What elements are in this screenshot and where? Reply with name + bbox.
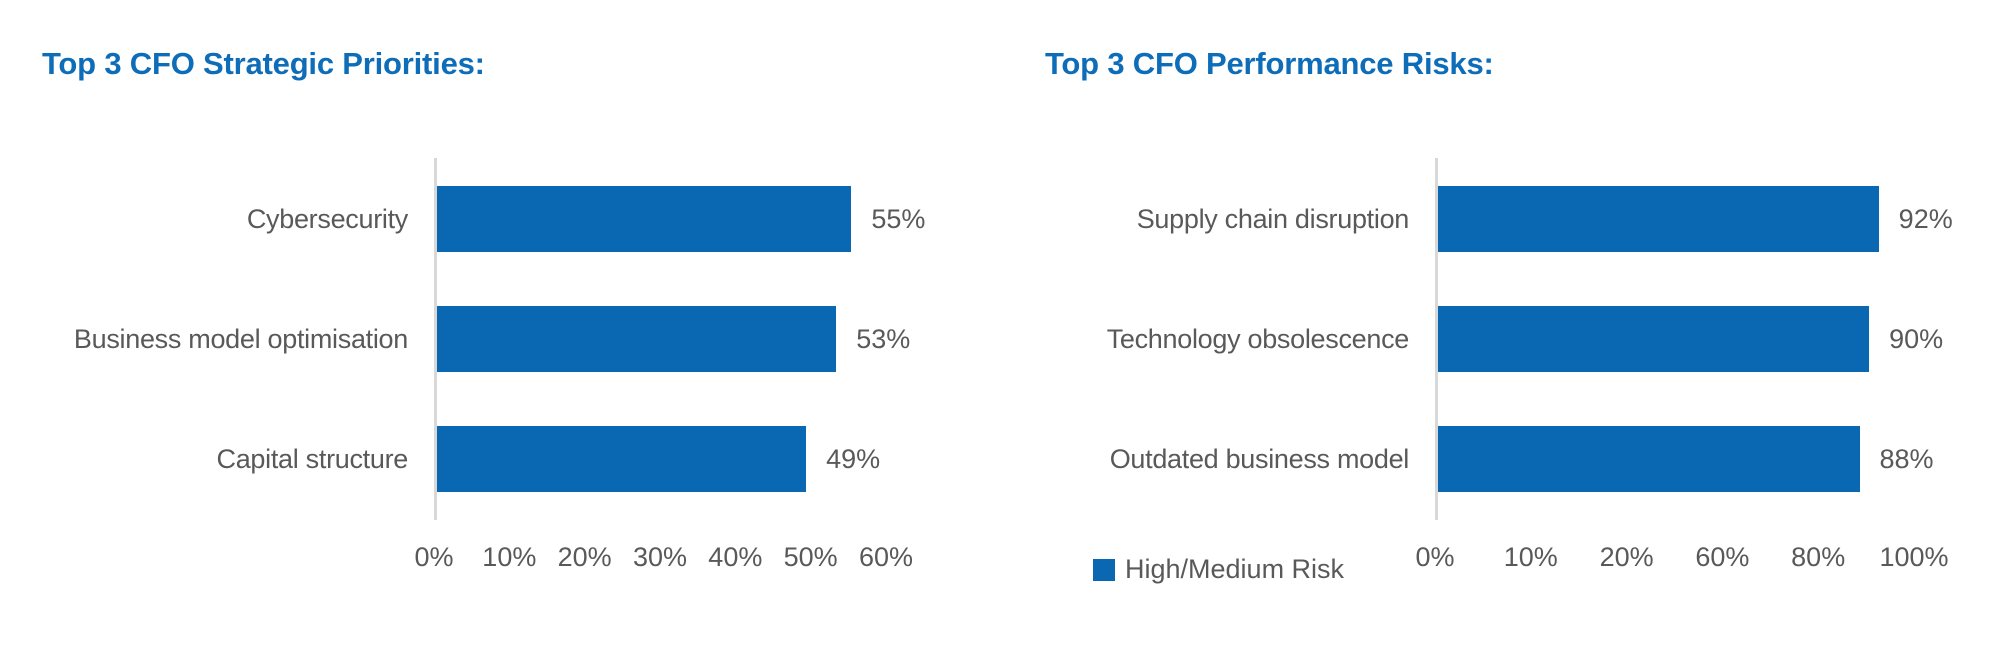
legend-label: High/Medium Risk bbox=[1125, 554, 1345, 584]
bar-track: 90% bbox=[1438, 306, 1943, 372]
bar bbox=[1438, 186, 1879, 252]
x-tick-label: 10% bbox=[482, 542, 537, 572]
value-label: 55% bbox=[871, 203, 926, 234]
x-axis-ticks: 0% 10% 20% 30% 40% 50% 60% bbox=[414, 542, 913, 576]
category-label: Outdated business model bbox=[1109, 443, 1410, 474]
x-tick-label: 0% bbox=[1415, 542, 1455, 572]
bar bbox=[1438, 306, 1870, 372]
category-label: Supply chain disruption bbox=[1136, 203, 1410, 234]
x-tick-label: 60% bbox=[1695, 542, 1750, 572]
bar-track: 55% bbox=[437, 186, 925, 252]
bar-row: Capital structure 49% bbox=[42, 426, 962, 492]
value-label: 49% bbox=[826, 443, 881, 474]
bar-track: 49% bbox=[437, 426, 889, 492]
x-tick-label: 60% bbox=[858, 542, 914, 572]
chart-title: Top 3 CFO Performance Risks: bbox=[1045, 46, 1494, 81]
x-tick-label: 10% bbox=[1503, 542, 1558, 572]
value-label: 53% bbox=[856, 323, 911, 354]
bar-row: Supply chain disruption 92% bbox=[1045, 186, 1975, 252]
x-tick-label: 20% bbox=[557, 542, 612, 572]
chart-strategic-priorities: Top 3 CFO Strategic Priorities: Cybersec… bbox=[42, 46, 962, 646]
chart-performance-risks: Top 3 CFO Performance Risks: Supply chai… bbox=[1045, 46, 1975, 646]
bar-plot: Cybersecurity 55% Business model optimisat… bbox=[42, 158, 962, 628]
bar bbox=[437, 306, 837, 372]
value-label: 88% bbox=[1879, 443, 1934, 474]
x-tick-label: 80% bbox=[1791, 542, 1846, 572]
bar-track: 53% bbox=[437, 306, 910, 372]
category-label: Capital structure bbox=[216, 443, 409, 474]
y-axis-line bbox=[434, 158, 437, 520]
bar-plot: Supply chain disruption 92% Technology obs… bbox=[1045, 158, 1975, 628]
x-tick-label: 0% bbox=[414, 542, 454, 572]
bar-row: Cybersecurity 55% bbox=[42, 186, 962, 252]
bar bbox=[437, 186, 852, 252]
bar-track: 92% bbox=[1438, 186, 1953, 252]
category-label: Business model optimisation bbox=[73, 323, 408, 354]
category-label: Cybersecurity bbox=[246, 203, 408, 234]
x-tick-label: 40% bbox=[708, 542, 763, 572]
bar bbox=[1438, 426, 1860, 492]
value-label: 92% bbox=[1898, 203, 1953, 234]
bar-row: Business model optimisation 53% bbox=[42, 306, 962, 372]
chart-title: Top 3 CFO Strategic Priorities: bbox=[42, 46, 485, 81]
x-tick-label: 20% bbox=[1599, 542, 1654, 572]
x-tick-label: 100% bbox=[1879, 542, 1949, 572]
x-axis-ticks: 0% 10% 20% 60% 80% 100% bbox=[1415, 542, 1948, 576]
value-label: 90% bbox=[1889, 323, 1944, 354]
x-tick-label: 30% bbox=[632, 542, 688, 572]
y-axis-line bbox=[1435, 158, 1438, 520]
legend-swatch-icon bbox=[1093, 558, 1115, 581]
bar-row: Outdated business model 88% bbox=[1045, 426, 1975, 492]
x-tick-label: 50% bbox=[783, 542, 838, 572]
category-label: Technology obsolescence bbox=[1106, 323, 1410, 354]
bar bbox=[437, 426, 807, 492]
bar-row: Technology obsolescence 90% bbox=[1045, 306, 1975, 372]
legend: High/Medium Risk bbox=[1093, 554, 1344, 585]
bar-track: 88% bbox=[1438, 426, 1934, 492]
